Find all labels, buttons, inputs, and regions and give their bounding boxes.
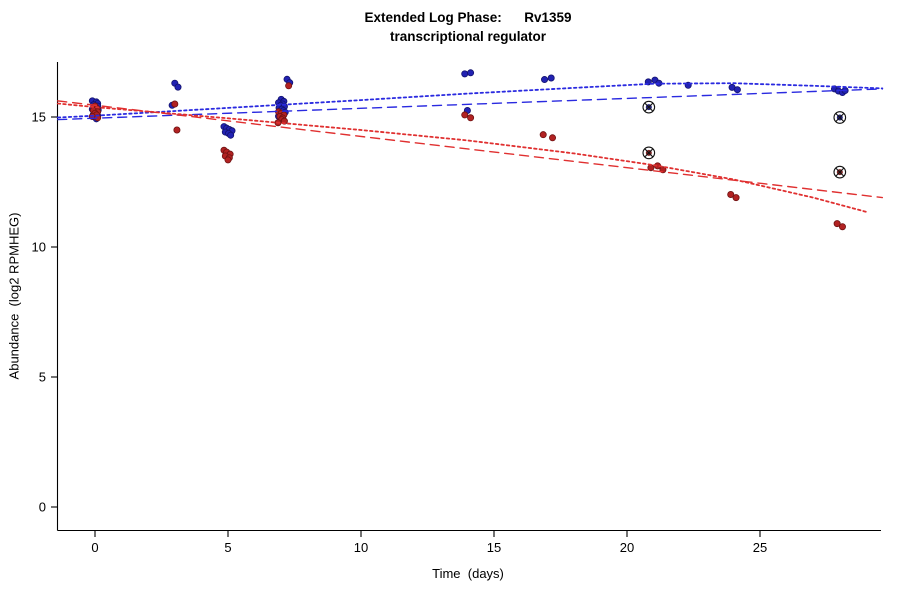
svg-text:15: 15 xyxy=(32,110,46,125)
chart-title: Extended Log Phase: Rv1359 xyxy=(364,10,572,25)
svg-text:10: 10 xyxy=(32,240,46,255)
svg-text:10: 10 xyxy=(354,540,368,555)
svg-text:5: 5 xyxy=(39,370,46,385)
svg-text:0: 0 xyxy=(91,540,98,555)
title-block: Extended Log Phase: Rv1359 transcription… xyxy=(18,8,900,46)
svg-text:20: 20 xyxy=(620,540,634,555)
svg-text:15: 15 xyxy=(487,540,501,555)
x-axis-label: Time (days) xyxy=(432,566,504,581)
svg-text:25: 25 xyxy=(753,540,767,555)
svg-text:0: 0 xyxy=(39,500,46,515)
chart-subtitle: transcriptional regulator xyxy=(389,29,547,44)
svg-text:5: 5 xyxy=(224,540,231,555)
